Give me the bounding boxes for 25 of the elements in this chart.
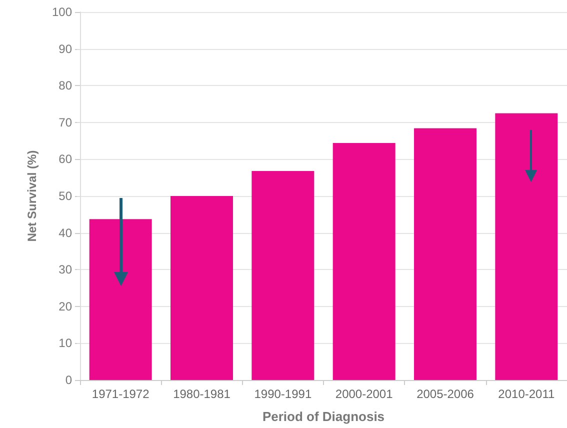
x-tick-label: 2010-2011 bbox=[498, 387, 555, 401]
y-tick-label: 100 bbox=[52, 5, 72, 19]
y-tick-label: 40 bbox=[58, 226, 72, 240]
y-tick-label: 90 bbox=[58, 42, 72, 56]
y-tick-label: 30 bbox=[58, 262, 72, 277]
x-tick-label: 1971-1972 bbox=[92, 387, 150, 401]
bar bbox=[89, 219, 152, 380]
y-axis-title: Net Survival (%) bbox=[25, 150, 39, 242]
bar bbox=[332, 143, 396, 380]
x-axis-title: Period of Diagnosis bbox=[262, 409, 385, 424]
y-tick-label: 10 bbox=[58, 336, 72, 350]
y-tick-label: 50 bbox=[58, 189, 72, 203]
y-tick-label: 0 bbox=[65, 373, 72, 387]
bar bbox=[170, 196, 233, 380]
x-tick-label: 1990-1991 bbox=[254, 387, 312, 401]
x-tick-label: 2005-2006 bbox=[416, 387, 474, 401]
y-tick-label: 80 bbox=[58, 78, 72, 93]
bar bbox=[252, 170, 314, 380]
bar bbox=[495, 113, 558, 380]
y-tick-label: 60 bbox=[58, 152, 72, 166]
x-tick-label: 1980-1981 bbox=[173, 387, 231, 401]
y-tick-label: 70 bbox=[58, 115, 72, 130]
x-tick-label: 2000-2001 bbox=[335, 387, 394, 401]
bar bbox=[414, 128, 476, 380]
y-tick-label: 20 bbox=[58, 299, 72, 314]
